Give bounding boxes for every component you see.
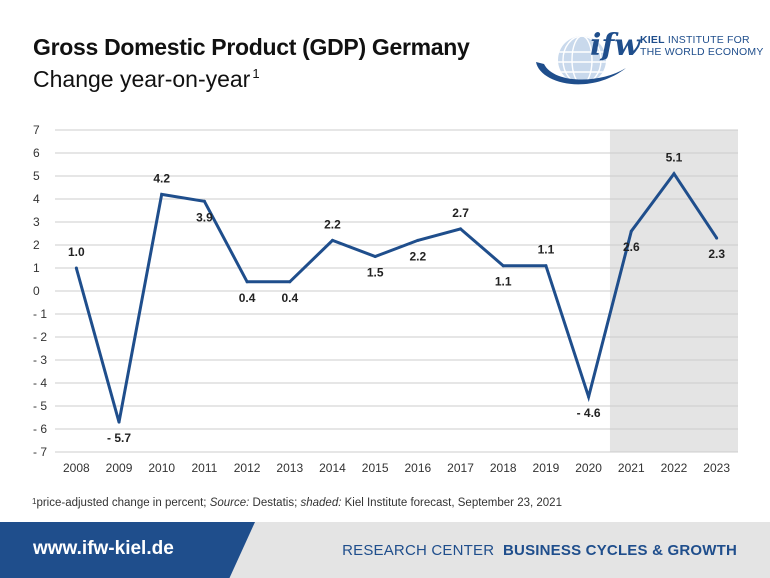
- data-point: [373, 255, 377, 258]
- gdp-line-chart: 7 6 5 4 3 2 1 0 - 1 - 2 - 3 - 4 - 5 - 6 - 7 2008 2009 201…: [33, 123, 738, 475]
- data-point: [501, 264, 505, 268]
- x-tick-label: 2020: [575, 461, 602, 475]
- x-tick-label: 2019: [533, 461, 560, 475]
- chart-title: Gross Domestic Product (GDP) Germany: [33, 34, 470, 60]
- data-label: - 4.6: [577, 406, 601, 420]
- data-point: [459, 227, 463, 231]
- footnote: 1price-adjusted change in percent; Sourc…: [32, 497, 562, 509]
- footer-bar: www.ifw-kiel.de RESEARCH CENTER BUSINESS…: [0, 522, 770, 578]
- data-point: [74, 266, 78, 270]
- data-label: 2.6: [623, 240, 640, 254]
- data-label: 3.9: [196, 210, 213, 224]
- y-tick-label: - 3: [33, 353, 47, 367]
- data-point: [160, 192, 164, 196]
- data-label: 2.3: [708, 247, 725, 261]
- y-tick-label: 3: [33, 215, 40, 229]
- y-tick-label: - 2: [33, 330, 47, 344]
- y-tick-label: 1: [33, 261, 40, 275]
- y-tick-label: - 6: [33, 422, 47, 436]
- data-label: 0.4: [281, 291, 298, 305]
- x-tick-label: 2008: [63, 461, 90, 475]
- x-tick-label: 2016: [404, 461, 431, 475]
- data-label: 1.1: [538, 243, 555, 257]
- y-tick-label: 7: [33, 123, 40, 137]
- y-tick-label: 5: [33, 169, 40, 183]
- data-point: [288, 280, 292, 284]
- x-tick-label: 2018: [490, 461, 517, 475]
- x-tick-label: 2022: [661, 461, 688, 475]
- y-tick-label: - 4: [33, 376, 47, 390]
- footnote-source-text: Destatis;: [249, 497, 301, 509]
- footnote-mark: 1: [32, 497, 37, 506]
- y-tick-label: - 5: [33, 399, 47, 413]
- data-point: [202, 199, 206, 203]
- data-point: [245, 280, 249, 284]
- x-tick-label: 2014: [319, 461, 346, 475]
- gdp-series-line: [74, 171, 718, 423]
- logo-line-2: THE WORLD ECONOMY: [640, 46, 764, 58]
- data-point: [544, 264, 548, 268]
- footer-url-link[interactable]: www.ifw-kiel.de: [33, 538, 174, 559]
- x-tick-label: 2012: [234, 461, 261, 475]
- chart-subtitle-text: Change year-on-year: [33, 66, 251, 92]
- data-label: - 5.7: [107, 431, 131, 445]
- x-tick-label: 2010: [148, 461, 175, 475]
- footer-blue-panel: [0, 522, 255, 578]
- footnote-shaded-text: Kiel Institute forecast, September 23, 2…: [341, 497, 562, 509]
- data-label: 1.0: [68, 245, 85, 259]
- ifw-logo: ifw KIEL INSTITUTE FOR THE WORLD ECONOMY: [530, 22, 763, 102]
- logo-institute-for: INSTITUTE FOR: [667, 34, 750, 46]
- data-label: 2.2: [410, 249, 427, 263]
- data-label: 4.2: [153, 171, 170, 185]
- data-point: [416, 238, 420, 242]
- data-point: [672, 172, 676, 176]
- data-label: 1.1: [495, 275, 512, 289]
- data-label: 2.7: [452, 206, 469, 220]
- x-tick-label: 2011: [192, 461, 218, 475]
- x-tick-label: 2021: [618, 461, 645, 475]
- logo-kiel: KIEL: [640, 34, 665, 46]
- data-label: 0.4: [239, 291, 256, 305]
- data-label: 1.5: [367, 266, 384, 280]
- data-point: [330, 238, 334, 242]
- data-label: 5.1: [666, 151, 683, 165]
- x-tick-label: 2009: [106, 461, 133, 475]
- data-point: [629, 229, 633, 233]
- x-tick-label: 2023: [703, 461, 730, 475]
- data-point: [587, 395, 591, 399]
- logo-line-1: KIEL INSTITUTE FOR: [640, 34, 750, 46]
- footnote-text: price-adjusted change in percent;: [36, 497, 210, 509]
- y-tick-label: 4: [33, 192, 40, 206]
- data-point: [715, 236, 719, 240]
- logo-wordmark: ifw: [590, 28, 641, 63]
- data-label: 2.2: [324, 217, 341, 231]
- data-point: [117, 420, 121, 424]
- y-tick-label: 0: [33, 284, 40, 298]
- x-tick-label: 2015: [362, 461, 389, 475]
- y-tick-label: 2: [33, 238, 40, 252]
- globe-icon: [536, 36, 626, 85]
- footer-research-center: RESEARCH CENTER BUSINESS CYCLES & GROWTH: [342, 542, 737, 559]
- y-tick-label: - 1: [33, 307, 47, 321]
- research-center-topic: BUSINESS CYCLES & GROWTH: [503, 542, 737, 559]
- footnote-source-label: Source:: [209, 497, 250, 509]
- subtitle-footnote-mark: 1: [252, 66, 260, 81]
- x-tick-label: 2017: [447, 461, 474, 475]
- x-tick-label: 2013: [276, 461, 303, 475]
- research-center-label: RESEARCH CENTER: [342, 542, 495, 559]
- footnote-shaded-label: shaded:: [300, 497, 342, 509]
- y-tick-label: - 7: [33, 445, 47, 459]
- y-tick-label: 6: [33, 146, 40, 160]
- chart-subtitle: Change year-on-year 1: [33, 66, 260, 93]
